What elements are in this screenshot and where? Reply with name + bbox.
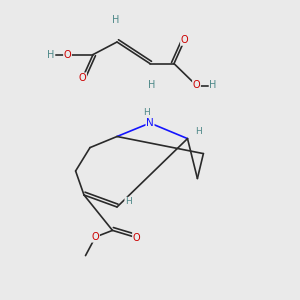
Text: H: H — [125, 197, 132, 206]
Text: O: O — [181, 35, 188, 45]
Text: O: O — [92, 232, 99, 242]
Text: O: O — [193, 80, 200, 91]
Text: H: H — [148, 80, 155, 90]
Text: H: H — [112, 15, 119, 26]
Text: H: H — [195, 127, 202, 136]
Text: H: H — [143, 108, 150, 117]
Text: N: N — [146, 118, 154, 128]
Text: H: H — [47, 50, 55, 60]
Text: O: O — [133, 232, 140, 243]
Text: O: O — [79, 73, 86, 83]
Text: O: O — [64, 50, 71, 60]
Text: H: H — [209, 80, 217, 91]
